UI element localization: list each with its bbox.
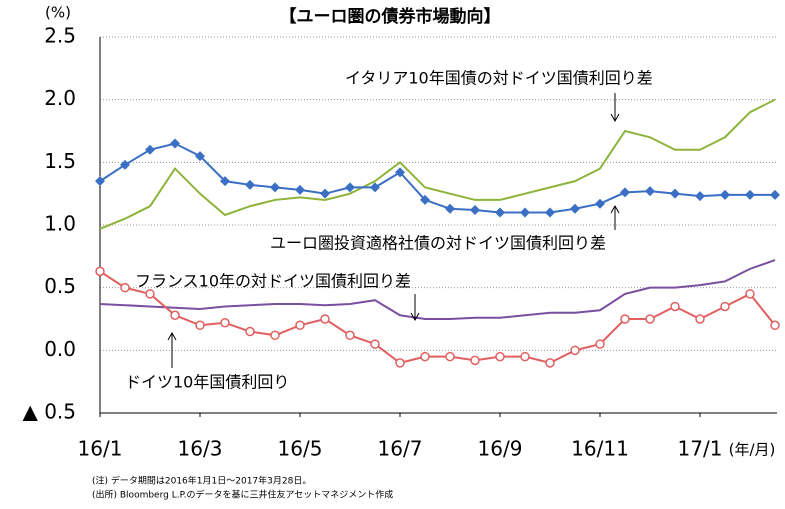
plot-area: ▲ 0.5 0.0 0.5 1.0 1.5 2.0 2.5 16/1 16/3 16/5 16/7 1… <box>22 24 780 461</box>
point <box>95 266 105 277</box>
x-tick-label: 16/9 <box>478 437 523 461</box>
point <box>145 289 155 299</box>
y-tick-label: 2.5 <box>44 24 76 48</box>
point <box>170 310 180 320</box>
point <box>595 339 605 349</box>
point <box>195 151 205 162</box>
point <box>270 330 280 341</box>
y-tick-label: 1.5 <box>44 149 76 173</box>
point <box>320 314 330 324</box>
point <box>695 314 705 324</box>
point <box>245 326 255 337</box>
point <box>645 314 655 324</box>
point <box>420 351 430 362</box>
point <box>120 159 130 170</box>
point <box>320 188 330 199</box>
annotation-arrow <box>610 204 620 214</box>
x-tick-label: 16/1 <box>78 437 123 461</box>
x-tick-label: 16/3 <box>178 437 223 461</box>
point <box>220 318 230 328</box>
point <box>420 194 430 205</box>
point <box>395 167 405 178</box>
point <box>570 203 580 214</box>
annotation: ユーロ圏投資適格社債の対ドイツ国債利回り差 <box>270 234 606 253</box>
point <box>470 204 480 215</box>
point <box>220 176 230 187</box>
point <box>745 289 755 299</box>
point <box>370 339 380 349</box>
y-tick-label: 2.0 <box>44 86 76 110</box>
annotation-arrow <box>167 331 177 341</box>
point <box>545 358 555 368</box>
y-tick-label: ▲ 0.5 <box>22 400 76 424</box>
annotation: フランス10年の対ドイツ国債利回り差 <box>135 272 411 291</box>
y-tick-label: 1.0 <box>44 212 76 236</box>
x-tick-label: 16/7 <box>378 437 423 461</box>
point <box>445 351 455 362</box>
point <box>620 187 630 198</box>
point <box>345 330 355 341</box>
point <box>770 189 780 200</box>
point <box>520 351 530 362</box>
point <box>170 138 180 149</box>
point <box>195 320 205 331</box>
point <box>270 182 280 193</box>
series-line <box>99 98 776 230</box>
point <box>645 186 655 197</box>
point <box>695 191 705 202</box>
point <box>770 320 780 331</box>
x-tick-label: 16/11 <box>571 437 629 461</box>
point <box>495 351 505 362</box>
point <box>145 144 155 155</box>
point <box>495 207 505 218</box>
point <box>720 189 730 200</box>
point <box>720 301 730 312</box>
point <box>295 320 305 331</box>
point <box>745 189 755 200</box>
note: (出所) Bloomberg L.P.のデータを基に三井住友アセットマネジメント… <box>92 489 393 501</box>
x-unit: (年/月) <box>729 441 776 459</box>
point <box>245 179 255 190</box>
point <box>395 358 405 368</box>
x-tick-label: 16/5 <box>278 437 323 461</box>
point <box>95 176 105 187</box>
point <box>670 301 680 312</box>
point <box>545 207 555 218</box>
point <box>595 198 605 209</box>
point <box>120 282 130 293</box>
series-line <box>99 259 776 320</box>
point <box>520 207 530 218</box>
y-tick-label: 0.5 <box>44 274 76 298</box>
x-tick-label: 17/1 <box>678 437 723 461</box>
point <box>370 182 380 193</box>
series-line <box>99 142 775 214</box>
annotation-arrow <box>610 113 620 123</box>
chart-title: 【ユーロ圏の債券市場動向】 <box>280 6 501 27</box>
point <box>345 182 355 193</box>
annotation: ドイツ10年国債利回り <box>125 373 289 392</box>
point <box>570 345 580 356</box>
annotation-arrow <box>410 312 420 322</box>
note: (注) データ期間は2016年1月1日～2017年3月28日。 <box>92 475 311 487</box>
point <box>295 184 305 195</box>
y-tick-label: 0.0 <box>44 337 76 361</box>
series-line <box>99 270 776 364</box>
annotation: イタリア10年国債の対ドイツ国債利回り差 <box>345 69 653 88</box>
y-unit: (%) <box>45 4 71 22</box>
point <box>445 203 455 214</box>
point <box>470 355 480 366</box>
point <box>670 188 680 199</box>
point <box>620 314 630 324</box>
